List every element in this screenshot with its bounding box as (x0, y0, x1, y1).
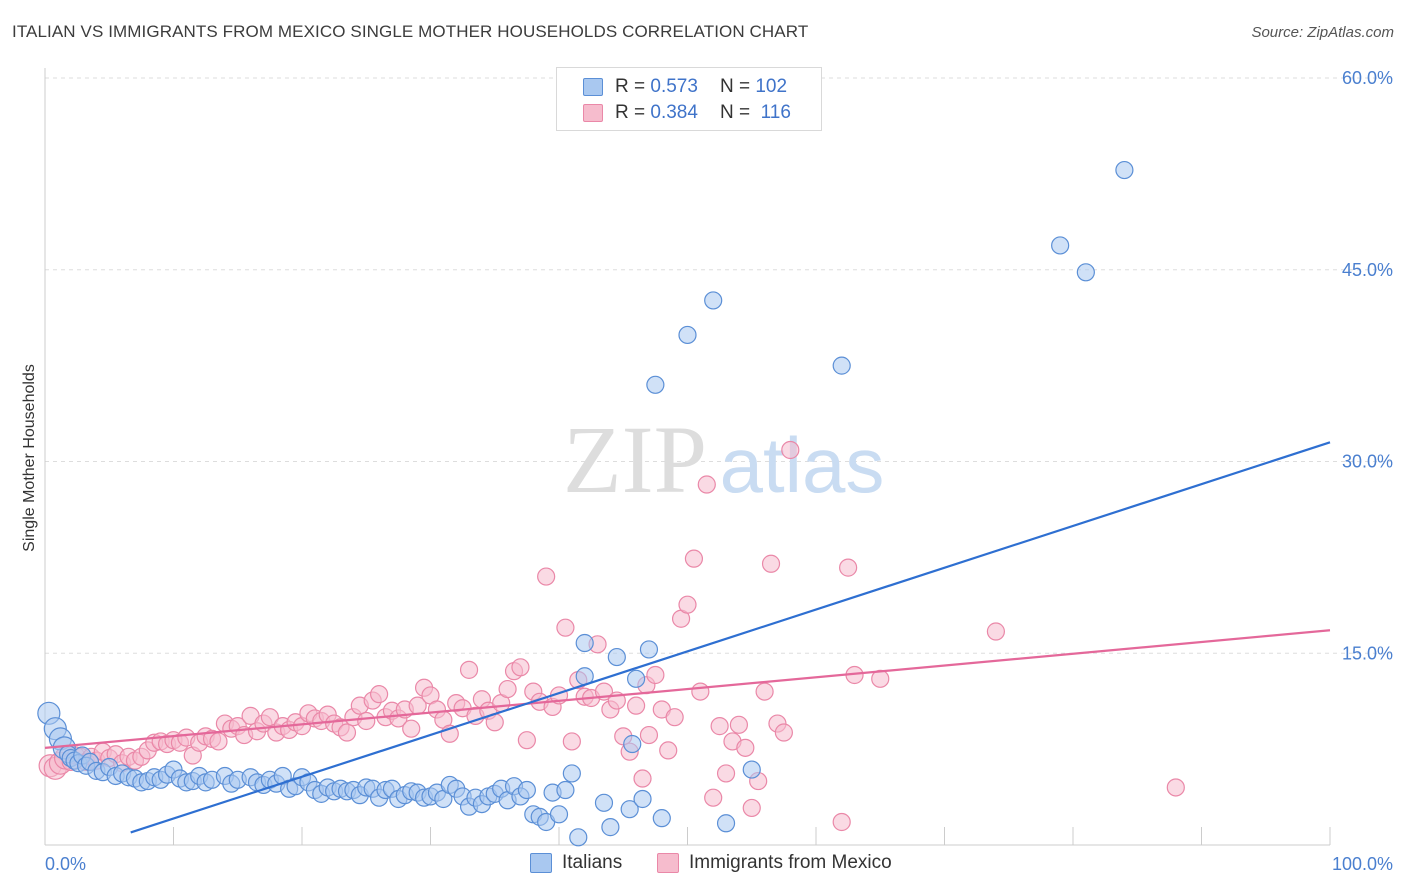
data-point (402, 719, 421, 738)
data-point (742, 798, 761, 818)
trend-lines (44, 441, 1331, 834)
data-point (626, 669, 646, 688)
legend-label-italians: Italians (562, 852, 623, 873)
data-point (556, 780, 575, 800)
data-point (209, 732, 228, 751)
watermark: ZIP atlas (563, 406, 884, 513)
data-point (710, 717, 729, 736)
watermark-zip: ZIP (563, 406, 707, 513)
legend-r-label: R = (615, 102, 646, 123)
data-point (646, 665, 665, 685)
legend-n-label: N = (719, 102, 751, 123)
y-axis-label: Single Mother Households (21, 364, 38, 552)
correlation-legend: R = 0.573 N = 102 R = 0.384 N = 116 (556, 67, 822, 131)
legend-n-value: 116 (760, 102, 791, 123)
data-point (716, 814, 736, 833)
data-point (742, 760, 761, 779)
y-tick-label: 15.0% (1342, 643, 1393, 663)
data-point (562, 764, 581, 783)
data-point (549, 805, 569, 824)
data-point (337, 723, 357, 742)
x-tick-label: 100.0% (1332, 854, 1393, 874)
data-point (1051, 236, 1070, 255)
data-point (691, 682, 710, 701)
data-point (620, 800, 639, 819)
legend-swatch-italians (530, 853, 552, 873)
legend-row-mexico: R = 0.384 N = 116 (583, 101, 791, 125)
data-point (537, 567, 556, 586)
data-point (697, 475, 716, 494)
data-point (684, 549, 704, 568)
data-point (260, 708, 279, 727)
data-point (986, 622, 1006, 641)
data-point (639, 640, 659, 659)
trend-line-mexico (44, 629, 1331, 749)
legend-swatch-mexico (657, 853, 679, 873)
series-italians (37, 160, 1134, 847)
data-point (498, 679, 517, 699)
data-point (839, 558, 858, 577)
data-point (1166, 778, 1185, 797)
data-point (1076, 263, 1095, 282)
data-point (755, 682, 774, 701)
legend-r-value: 0.384 (650, 102, 698, 123)
data-point (370, 685, 389, 704)
data-point (678, 325, 697, 345)
tick-labels: 15.0% 30.0% 45.0% 60.0% 0.0% 100.0% (45, 68, 1393, 874)
data-point (832, 812, 851, 832)
data-point (665, 708, 684, 727)
data-point (1115, 160, 1134, 180)
data-point (704, 788, 723, 807)
data-point (761, 554, 781, 573)
bottom-legend-mexico[interactable]: Immigrants from Mexico (657, 852, 892, 874)
data-point (736, 738, 755, 757)
y-tick-label: 30.0% (1342, 452, 1393, 472)
data-point (511, 658, 530, 677)
legend-swatch-mexico (583, 104, 603, 122)
legend-label-mexico: Immigrants from Mexico (689, 852, 892, 873)
data-point (517, 731, 536, 750)
watermark-atlas: atlas (720, 421, 885, 509)
legend-r-label: R = (615, 76, 646, 97)
x-tick-label: 0.0% (45, 854, 86, 874)
data-point (607, 647, 626, 667)
data-point (633, 789, 652, 809)
data-point (601, 818, 620, 837)
legend-n-value: 102 (755, 76, 788, 97)
data-point (562, 732, 581, 751)
legend-swatch-italians (583, 78, 603, 96)
data-point (704, 291, 723, 310)
data-point (459, 660, 479, 679)
data-point (517, 780, 536, 800)
data-point (646, 375, 665, 394)
data-point (774, 723, 793, 742)
data-point (716, 764, 736, 783)
data-point (652, 809, 671, 828)
data-point (659, 741, 678, 760)
data-point (357, 711, 376, 731)
data-point (594, 793, 614, 812)
grid (45, 77, 1392, 654)
chart-title: ITALIAN VS IMMIGRANTS FROM MEXICO SINGLE… (12, 22, 809, 41)
trend-line-italians (130, 441, 1331, 834)
data-point (575, 633, 594, 653)
data-point (832, 356, 851, 375)
bottom-legend-italians[interactable]: Italians (530, 852, 622, 874)
data-point (781, 440, 800, 460)
data-point (729, 715, 749, 734)
data-point (678, 595, 697, 614)
data-point (639, 725, 659, 745)
y-tick-label: 60.0% (1342, 68, 1393, 88)
data-point (633, 769, 652, 788)
source-label: Source: ZipAtlas.com (1251, 24, 1394, 41)
data-point (623, 734, 642, 754)
legend-n-label: N = (719, 76, 751, 97)
data-point (556, 618, 575, 637)
legend-row-italians: R = 0.573 N = 102 (583, 75, 787, 99)
y-tick-label: 45.0% (1342, 260, 1393, 280)
data-point (569, 828, 588, 847)
legend-r-value: 0.573 (650, 76, 698, 97)
data-point (626, 696, 646, 715)
